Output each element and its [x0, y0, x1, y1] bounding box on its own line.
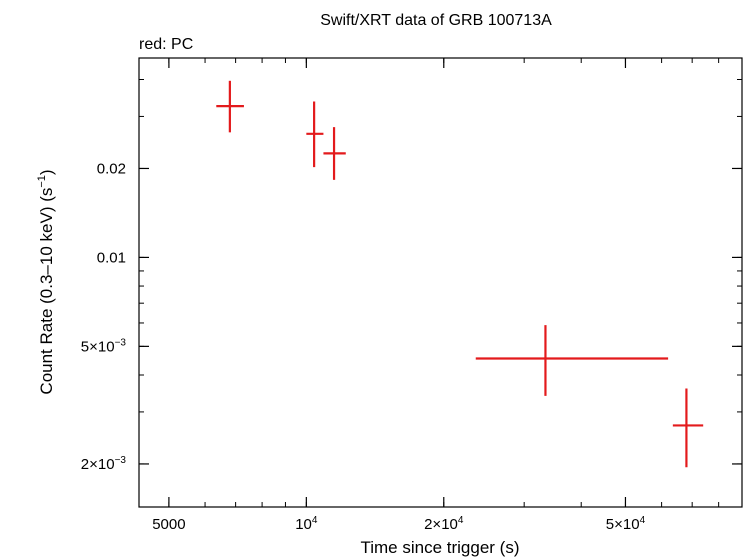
data-point — [475, 325, 669, 396]
data-point — [306, 101, 324, 168]
y-tick-mantissa: 0.02 — [97, 160, 126, 177]
x-axis-label: Time since trigger (s) — [360, 538, 519, 557]
data-point — [672, 388, 704, 468]
x-tick-mantissa: 5000 — [152, 516, 185, 533]
y-tick-mantissa: 2×10 — [81, 456, 115, 473]
y-tick-mantissa: 0.01 — [97, 249, 126, 266]
chart-subtitle: red: PC — [139, 36, 193, 53]
x-tick-mantissa: 2×10 — [424, 516, 458, 533]
x-tick-exponent: 4 — [458, 515, 464, 526]
y-axis-label-sup: −1 — [36, 175, 48, 188]
y-tick-labels: 2×10−35×10−30.010.02 — [81, 160, 127, 472]
y-tick-label: 0.01 — [97, 249, 126, 266]
y-tick-exponent: −3 — [115, 455, 127, 466]
y-tick-label: 5×10−3 — [81, 337, 127, 355]
y-tick-label: 0.02 — [97, 160, 126, 177]
x-tick-label: 2×104 — [424, 515, 464, 533]
x-tick-mantissa: 5×10 — [606, 516, 640, 533]
x-tick-label: 5×104 — [606, 515, 646, 533]
chart-title: Swift/XRT data of GRB 100713A — [320, 12, 552, 29]
data-points — [216, 80, 704, 468]
x-tick-label: 5000 — [152, 516, 185, 533]
x-tick-labels: 5000 104 2×104 5×104 — [152, 515, 645, 533]
y-axis-label-end: ) — [37, 169, 56, 175]
x-tick-exponent: 4 — [640, 515, 646, 526]
x-tick-label: 104 — [295, 515, 318, 533]
y-axis-label-main: Count Rate (0.3–10 keV) (s — [37, 188, 56, 395]
y-tick-mantissa: 5×10 — [81, 338, 115, 355]
y-tick-label: 2×10−3 — [81, 455, 127, 473]
x-tick-mantissa: 10 — [295, 516, 312, 533]
major-ticks — [139, 58, 742, 507]
data-point — [216, 80, 244, 133]
y-axis-label: Count Rate (0.3–10 keV) (s−1) — [36, 169, 56, 394]
y-tick-exponent: −3 — [115, 337, 127, 348]
x-tick-exponent: 4 — [312, 515, 318, 526]
plot-frame — [138, 57, 743, 508]
data-point — [323, 127, 346, 180]
